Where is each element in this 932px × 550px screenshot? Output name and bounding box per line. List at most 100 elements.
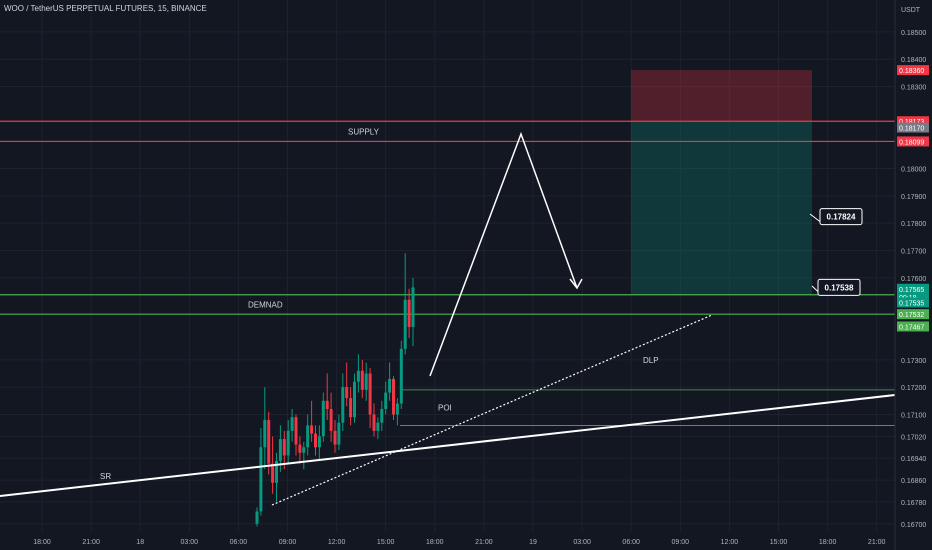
candle-body — [302, 447, 306, 453]
candle-body — [259, 447, 263, 512]
price-label-box — [897, 122, 929, 133]
y-tick-label: 0.16780 — [901, 500, 926, 507]
x-tick-label: 06:00 — [230, 539, 248, 546]
position-stop-box — [631, 70, 812, 122]
x-tick-label: 21:00 — [868, 539, 886, 546]
candle-body — [278, 439, 282, 461]
projection-path — [429, 131, 578, 377]
candle-body — [353, 381, 356, 418]
demand-zone-label: DEMNAD — [248, 300, 283, 309]
x-tick-label: 18:00 — [819, 539, 837, 546]
price-label-box — [897, 136, 929, 147]
price-callout-text: 0.17824 — [827, 213, 856, 222]
axis-background — [895, 0, 932, 550]
price-callout-box — [817, 278, 861, 296]
price-label-box — [897, 65, 929, 76]
y-tick-label: 0.17300 — [901, 358, 926, 365]
candle-body — [255, 511, 259, 524]
x-tick-label: 09:00 — [672, 539, 690, 546]
price-label-box — [897, 297, 929, 308]
candle-body — [310, 425, 314, 434]
candle-body — [306, 425, 310, 448]
candle-body — [364, 373, 368, 390]
time-axis: 18:00 21:00 18 03:00 06:00 09:00 12:00 15:00 18:… — [33, 539, 885, 546]
x-tick-label: 18:00 — [426, 539, 444, 546]
chart-drawings: SR DLP POI 0.17824 0.17538 — [0, 131, 896, 506]
candle-body — [388, 378, 392, 393]
dlp-label: DLP — [643, 356, 659, 365]
y-tick-label: 0.18500 — [901, 30, 926, 37]
price-label-text: 0.17467 — [899, 324, 924, 331]
candle-body — [333, 430, 337, 445]
candle-body — [372, 414, 376, 431]
candle-body — [407, 299, 411, 328]
x-tick-label: 15:00 — [770, 539, 788, 546]
candle-body — [399, 348, 403, 404]
price-label-box — [897, 309, 929, 320]
y-tick-label: 0.18000 — [901, 167, 926, 174]
x-tick-label: 21:00 — [82, 539, 100, 546]
x-tick-label: 06:00 — [622, 539, 640, 546]
sr-label: SR — [100, 472, 111, 481]
candle-body — [321, 400, 325, 437]
candle-body — [392, 378, 395, 415]
x-tick-label: 21:00 — [475, 539, 493, 546]
x-tick-label: 18 — [136, 539, 144, 546]
candle-body — [349, 398, 353, 418]
price-callout-box — [819, 208, 863, 226]
candle-body — [314, 433, 317, 448]
candle-body — [290, 417, 294, 431]
y-tick-label: 0.16860 — [901, 478, 926, 485]
candle-body — [329, 409, 333, 431]
candle-body — [317, 436, 321, 448]
poi-label: POI — [438, 404, 452, 413]
candle-body — [395, 403, 399, 415]
price-label-text: 0.17535 — [899, 300, 924, 307]
currency-label: USDT — [901, 7, 921, 14]
price-label-text: 0.17565 — [899, 287, 924, 294]
candle-body — [376, 422, 380, 431]
y-tick-label: 0.17100 — [901, 412, 926, 419]
x-tick-label: 03:00 — [181, 539, 199, 546]
candle-body — [337, 422, 341, 445]
y-tick-label: 0.17900 — [901, 194, 926, 201]
price-label-text: 0.18099 — [899, 139, 924, 146]
y-tick-label: 0.18400 — [901, 57, 926, 64]
candle-body — [356, 370, 360, 382]
chart-zones: SUPPLY DEMNAD — [0, 70, 895, 426]
candle-body — [294, 417, 298, 445]
position-target-box — [631, 121, 812, 295]
candle-body — [325, 400, 329, 410]
price-callout-text: 0.17538 — [825, 283, 854, 292]
y-tick-label: 0.17200 — [901, 385, 926, 392]
candle-body — [267, 419, 271, 464]
candle-body — [411, 287, 415, 328]
y-tick-label: 0.16940 — [901, 456, 926, 463]
candle-body — [286, 430, 290, 456]
y-tick-label: 0.17800 — [901, 221, 926, 228]
price-label-text: 0.18360 — [899, 68, 924, 75]
price-axis: USDT0.185000.184000.183000.181000.180000… — [894, 0, 932, 550]
x-tick-label: 19 — [529, 539, 537, 546]
candle-body — [298, 444, 302, 453]
sr-trendline — [0, 394, 896, 497]
y-tick-label: 0.17020 — [901, 434, 926, 441]
dlp-trendline — [271, 314, 713, 506]
candle-body — [345, 387, 349, 399]
price-label-box — [897, 321, 929, 332]
candle-body — [360, 370, 364, 390]
candle-body — [368, 373, 372, 415]
price-label-box — [897, 283, 929, 302]
x-tick-label: 12:00 — [721, 539, 739, 546]
x-tick-label: 12:00 — [328, 539, 346, 546]
candle-body — [380, 409, 384, 423]
supply-zone-label: SUPPLY — [348, 127, 380, 136]
price-label-text: 0.18170 — [899, 126, 924, 133]
candle-body — [271, 463, 275, 483]
candle-body — [341, 387, 345, 423]
y-tick-label: 0.17700 — [901, 249, 926, 256]
candles — [255, 253, 415, 527]
y-tick-label: 0.18300 — [901, 85, 926, 92]
x-tick-label: 15:00 — [377, 539, 395, 546]
